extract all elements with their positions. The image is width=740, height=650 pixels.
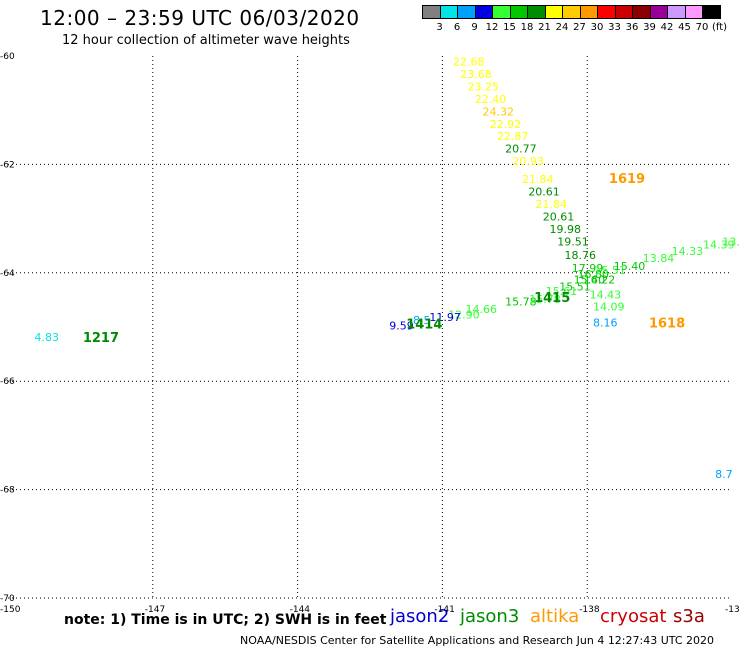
legend-label: 9 [471, 22, 478, 33]
wave-height-value: 23.68 [460, 68, 492, 81]
satellite-name-s3a: s3a [673, 606, 705, 627]
longitude-tick-label: -144 [290, 605, 311, 615]
legend-label: 24 [555, 22, 569, 33]
latitude-tick-label: -70 [0, 594, 15, 604]
legend-swatch [702, 5, 721, 19]
wave-height-value: 22.92 [490, 118, 521, 131]
wave-height-value: 14.09 [593, 300, 625, 313]
latitude-tick-label: -68 [0, 486, 15, 496]
legend-label: 3 [436, 22, 443, 33]
footer-note: note: 1) Time is in UTC; 2) SWH is in fe… [64, 612, 387, 628]
satellite-name-jason3: jason3 [460, 606, 520, 627]
wave-height-value: 16.22 [584, 273, 616, 286]
satellite-pass-label: 1217 [83, 331, 119, 346]
wave-height-value: 20.61 [528, 186, 560, 199]
wave-height-value: 22.68 [453, 55, 485, 68]
satellite-pass-label: 1414 [406, 318, 442, 333]
map-subtitle: 12 hour collection of altimeter wave hei… [62, 33, 350, 48]
wave-height-value: 17.99 [572, 262, 604, 275]
footer-credit: NOAA/NESDIS Center for Satellite Applica… [240, 634, 715, 647]
wave-height-value: 18.76 [565, 249, 597, 262]
wave-height-value: 23.25 [467, 80, 499, 93]
wave-height-value: 20.77 [505, 143, 537, 156]
wave-height-value: 15.51 [559, 280, 591, 293]
legend-label: 42 [660, 22, 674, 33]
legend-label: 39 [643, 22, 656, 33]
satellite-pass-labels: 1619 1415 1414 1217 1618 [83, 172, 685, 346]
legend-label: 6 [453, 22, 461, 33]
wave-height-value: 12.90 [448, 309, 480, 322]
wave-height-value: 21.84 [536, 198, 568, 211]
wave-height-value: 24.32 [482, 105, 513, 118]
wave-height-value: 20.93 [512, 155, 544, 168]
map-grid [8, 56, 732, 599]
legend-label: 30 [590, 22, 604, 33]
latitude-tick-label: -66 [0, 377, 15, 387]
satellite-pass-label: 1619 [609, 172, 645, 187]
wave-height-value: 8.16 [593, 317, 618, 330]
wave-height-value: 15.51 [594, 264, 626, 277]
longitude-tick-label: -13 [725, 605, 740, 615]
wave-height-value: 19.51 [557, 235, 589, 248]
latitude-tick-label: -62 [0, 160, 15, 170]
wave-height-value: 15.40 [574, 273, 606, 286]
wave-height-value: 14.66 [466, 303, 498, 316]
longitude-tick-label: -150 [0, 605, 21, 615]
wave-height-value: 8.5 [413, 314, 431, 327]
satellite-name-altika: altika [530, 606, 580, 627]
wave-height-value: 4.83 [35, 331, 60, 344]
wave-height-value: 15.40 [614, 260, 646, 273]
wave-height-value: 15.78 [529, 293, 561, 306]
satellite-name-jason2: jason2 [390, 606, 450, 627]
wave-height-value: 21.84 [522, 173, 554, 186]
satellite-pass-label: 1618 [649, 317, 685, 332]
legend-label: 21 [538, 22, 551, 33]
wave-height-value: 22.87 [497, 130, 529, 143]
longitude-tick-label: -138 [579, 605, 600, 615]
latitude-tick-label: -64 [0, 269, 15, 279]
legend-label: 15 [503, 22, 516, 33]
wave-height-value: 20.61 [543, 210, 575, 223]
wave-height-value: 11.97 [429, 311, 461, 324]
wave-height-value: 13.84 [643, 252, 675, 265]
wave-height-value: 8.7 [715, 468, 733, 481]
legend-label: 36 [625, 22, 639, 33]
wave-height-value: 9.59 [389, 319, 414, 332]
wave-height-observations: 22.6823.6823.2522.4024.3222.9222.8720.77… [35, 55, 740, 480]
wave-height-value: 15.61 [546, 285, 578, 298]
wave-height-value: 22.40 [475, 93, 507, 106]
legend-label: 33 [608, 22, 621, 33]
map-axis-ticks: -60 -62 -64 -66 -68 -70-150 -147 -144 -141 -138 -1… [0, 52, 740, 615]
satellite-pass-label: 1415 [534, 291, 570, 306]
legend-label: 45 [678, 22, 691, 33]
wave-height-value: 14.33 [672, 245, 704, 258]
satellite-name-cryosat: cryosat [600, 606, 667, 627]
wave-height-value: 13. [722, 235, 740, 248]
latitude-tick-label: -60 [0, 52, 15, 62]
legend-label: 70 [695, 22, 709, 33]
wave-height-value: 15.78 [505, 296, 537, 309]
longitude-tick-label: -147 [145, 605, 165, 615]
longitude-tick-label: -141 [434, 605, 454, 615]
legend-label: 12 [485, 22, 499, 33]
legend-label: 27 [573, 22, 586, 33]
wave-height-value: 16.80 [578, 268, 610, 281]
legend-unit: (ft) [712, 22, 728, 33]
wave-height-value: 14.39 [703, 239, 735, 252]
legend-label: 18 [520, 22, 534, 33]
wave-height-value: 14.43 [590, 288, 622, 301]
map-title: 12:00 – 23:59 UTC 06/03/2020 [40, 6, 360, 30]
wave-height-value: 19.98 [550, 223, 582, 236]
